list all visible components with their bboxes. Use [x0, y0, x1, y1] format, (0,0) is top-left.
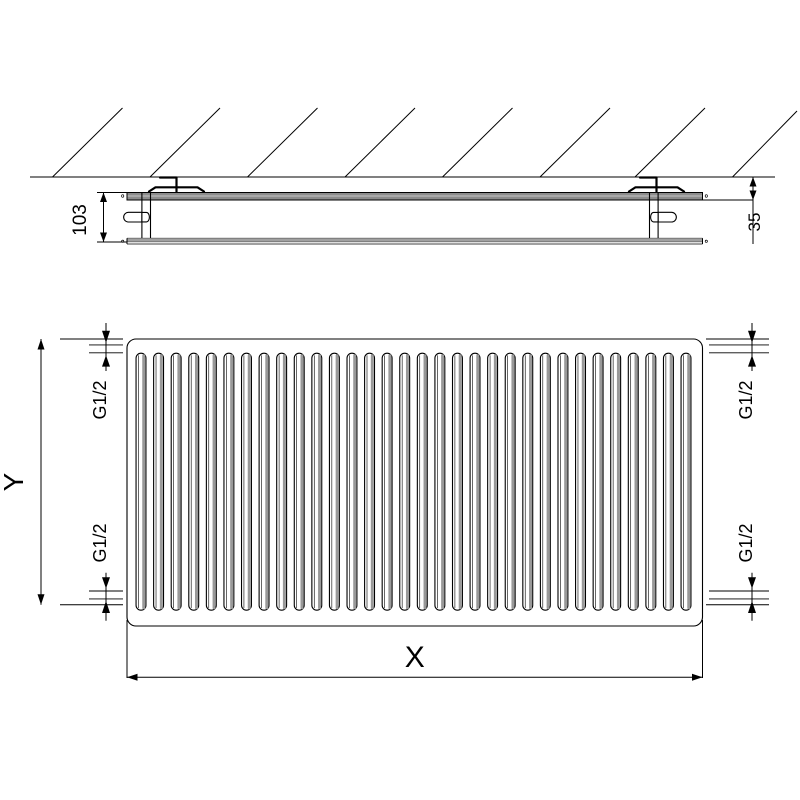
svg-text:G1/2: G1/2: [736, 380, 756, 419]
svg-text:G1/2: G1/2: [90, 523, 110, 562]
svg-text:35: 35: [745, 213, 764, 232]
svg-text:103: 103: [70, 204, 91, 236]
svg-text:X: X: [405, 641, 425, 674]
svg-text:G1/2: G1/2: [90, 380, 110, 419]
svg-text:Y: Y: [0, 472, 29, 491]
svg-text:G1/2: G1/2: [736, 523, 756, 562]
